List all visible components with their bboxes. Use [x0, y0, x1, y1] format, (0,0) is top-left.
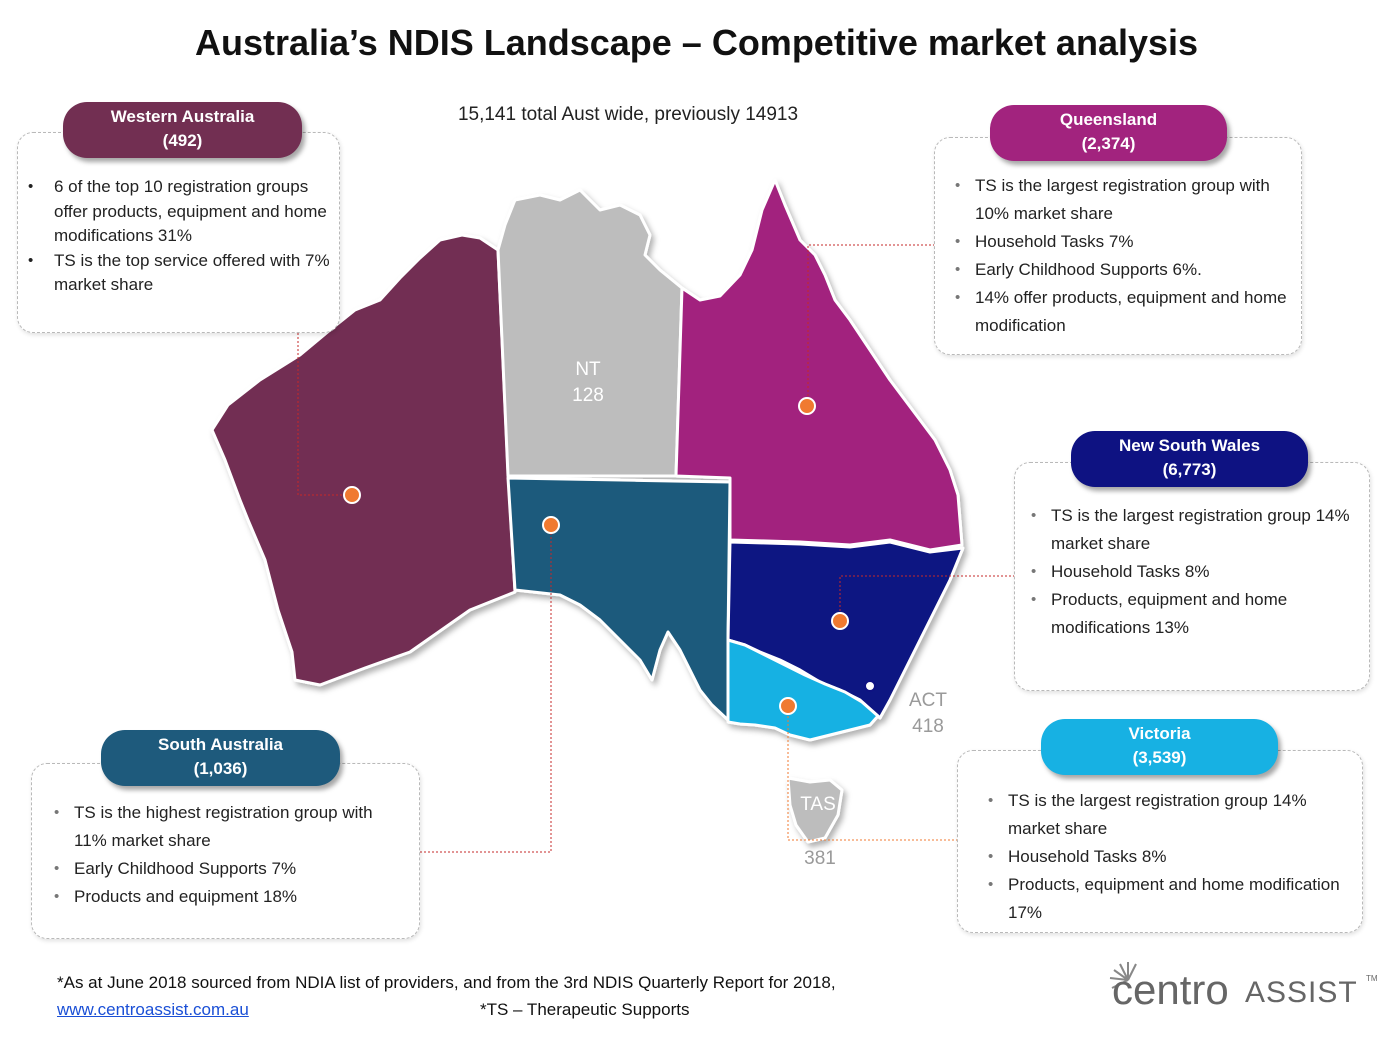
vic-bullet: Household Tasks 8%	[984, 843, 1352, 871]
qld-marker[interactable]	[798, 397, 816, 415]
nsw-header-pill: New South Wales (6,773)	[1071, 431, 1308, 487]
wa-connector	[297, 333, 352, 496]
nsw-bullet: Household Tasks 8%	[1027, 558, 1359, 586]
nsw-bullet: Products, equipment and home modificatio…	[1027, 586, 1359, 642]
act-marker[interactable]	[864, 680, 876, 692]
sa-marker[interactable]	[542, 516, 560, 534]
website-link[interactable]: www.centroassist.com.au	[57, 1000, 249, 1019]
qld-info-box: TS is the largest registration group wit…	[934, 137, 1302, 355]
qld-count: (2,374)	[1081, 134, 1136, 153]
qld-bullet: 14% offer products, equipment and home m…	[951, 284, 1291, 340]
nsw-name: New South Wales	[1118, 436, 1261, 455]
tas-name: TAS	[800, 794, 836, 815]
wa-info-box: 6 of the top 10 registration groups offe…	[17, 132, 340, 333]
page-title: Australia’s NDIS Landscape – Competitive…	[194, 22, 1199, 63]
source-footnote: *As at June 2018 sourced from NDIA list …	[57, 973, 836, 992]
sa-bullet: Products and equipment 18%	[50, 883, 409, 911]
sunburst-icon	[1109, 962, 1137, 989]
tas-count: 381	[804, 848, 836, 869]
state-western-australia[interactable]	[210, 233, 517, 687]
state-queensland[interactable]	[674, 178, 964, 552]
wa-count: (492)	[162, 131, 203, 150]
centroassist-logo: centro ASSIST TM	[1100, 958, 1380, 1018]
wa-bullet: TS is the top service offered with 7% ma…	[18, 249, 339, 298]
act-count: 418	[912, 716, 944, 737]
logo-text-assist: ASSIST	[1245, 976, 1358, 1009]
sa-info-box: TS is the highest registration group wit…	[31, 763, 420, 939]
sa-header-pill: South Australia (1,036)	[101, 730, 340, 786]
nsw-marker[interactable]	[831, 612, 849, 630]
nsw-bullet: TS is the largest registration group 14%…	[1027, 502, 1359, 558]
nsw-count: (6,773)	[1162, 460, 1217, 479]
nt-label: NT 128	[548, 357, 628, 409]
sa-bullet: TS is the highest registration group wit…	[50, 799, 409, 855]
vic-connector	[787, 707, 958, 841]
wa-name: Western Australia	[110, 107, 255, 126]
vic-header-pill: Victoria (3,539)	[1041, 719, 1278, 775]
nsw-info-box: TS is the largest registration group 14%…	[1014, 462, 1370, 691]
qld-name: Queensland	[1059, 110, 1158, 129]
act-label: ACT 418	[888, 688, 968, 740]
vic-count: (3,539)	[1132, 748, 1187, 767]
nsw-connector	[839, 575, 1015, 620]
vic-bullet: Products, equipment and home modificatio…	[984, 871, 1352, 927]
state-south-australia[interactable]	[506, 476, 732, 722]
vic-name: Victoria	[1128, 724, 1191, 743]
nt-count: 128	[572, 385, 604, 406]
nt-name: NT	[575, 359, 601, 380]
wa-marker[interactable]	[343, 486, 361, 504]
logo-trademark: TM	[1366, 974, 1378, 983]
qld-bullet: Early Childhood Supports 6%.	[951, 256, 1291, 284]
state-northern-territory[interactable]	[496, 188, 684, 478]
state-victoria[interactable]	[726, 638, 880, 742]
sa-connector	[420, 526, 552, 853]
qld-bullet: TS is the largest registration group wit…	[951, 172, 1291, 228]
logo-text-centro: centro	[1112, 966, 1229, 1013]
act-name: ACT	[909, 690, 947, 711]
vic-bullet: TS is the largest registration group 14%…	[984, 787, 1352, 843]
total-providers-subtitle: 15,141 total Aust wide, previously 14913	[457, 104, 799, 125]
ts-footnote: *TS – Therapeutic Supports	[480, 1000, 690, 1019]
qld-header-pill: Queensland (2,374)	[990, 105, 1227, 161]
qld-connector	[807, 244, 935, 405]
qld-bullet: Household Tasks 7%	[951, 228, 1291, 256]
vic-marker[interactable]	[779, 697, 797, 715]
vic-info-box: TS is the largest registration group 14%…	[957, 750, 1363, 933]
sa-count: (1,036)	[193, 759, 248, 778]
wa-header-pill: Western Australia (492)	[63, 102, 302, 158]
state-tasmania[interactable]	[786, 776, 844, 844]
sa-name: South Australia	[158, 735, 283, 754]
sa-bullet: Early Childhood Supports 7%	[50, 855, 409, 883]
wa-bullet: 6 of the top 10 registration groups offe…	[18, 175, 339, 249]
